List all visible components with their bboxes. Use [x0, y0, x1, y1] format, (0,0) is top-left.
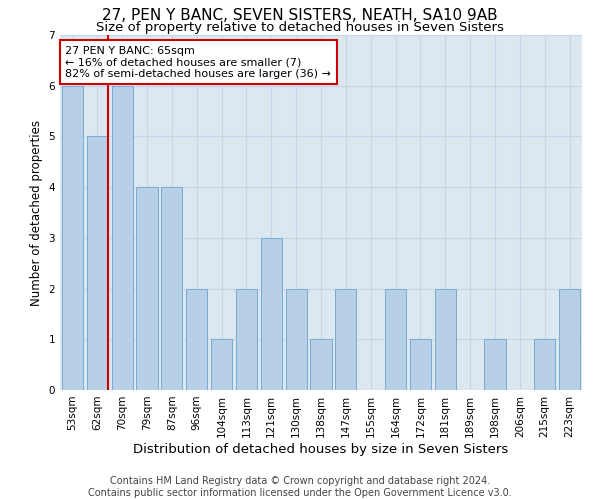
- Bar: [211, 340, 232, 390]
- Bar: [385, 288, 406, 390]
- Bar: [186, 288, 207, 390]
- Bar: [62, 86, 83, 390]
- Bar: [484, 340, 506, 390]
- Bar: [87, 136, 108, 390]
- Text: Contains HM Land Registry data © Crown copyright and database right 2024.
Contai: Contains HM Land Registry data © Crown c…: [88, 476, 512, 498]
- Y-axis label: Number of detached properties: Number of detached properties: [30, 120, 43, 306]
- Bar: [161, 187, 182, 390]
- X-axis label: Distribution of detached houses by size in Seven Sisters: Distribution of detached houses by size …: [133, 442, 509, 456]
- Bar: [534, 340, 555, 390]
- Bar: [435, 288, 456, 390]
- Bar: [310, 340, 332, 390]
- Bar: [559, 288, 580, 390]
- Bar: [286, 288, 307, 390]
- Bar: [136, 187, 158, 390]
- Bar: [261, 238, 282, 390]
- Text: 27, PEN Y BANC, SEVEN SISTERS, NEATH, SA10 9AB: 27, PEN Y BANC, SEVEN SISTERS, NEATH, SA…: [102, 8, 498, 22]
- Bar: [112, 86, 133, 390]
- Bar: [335, 288, 356, 390]
- Bar: [236, 288, 257, 390]
- Text: 27 PEN Y BANC: 65sqm
← 16% of detached houses are smaller (7)
82% of semi-detach: 27 PEN Y BANC: 65sqm ← 16% of detached h…: [65, 46, 331, 79]
- Text: Size of property relative to detached houses in Seven Sisters: Size of property relative to detached ho…: [96, 21, 504, 34]
- Bar: [410, 340, 431, 390]
